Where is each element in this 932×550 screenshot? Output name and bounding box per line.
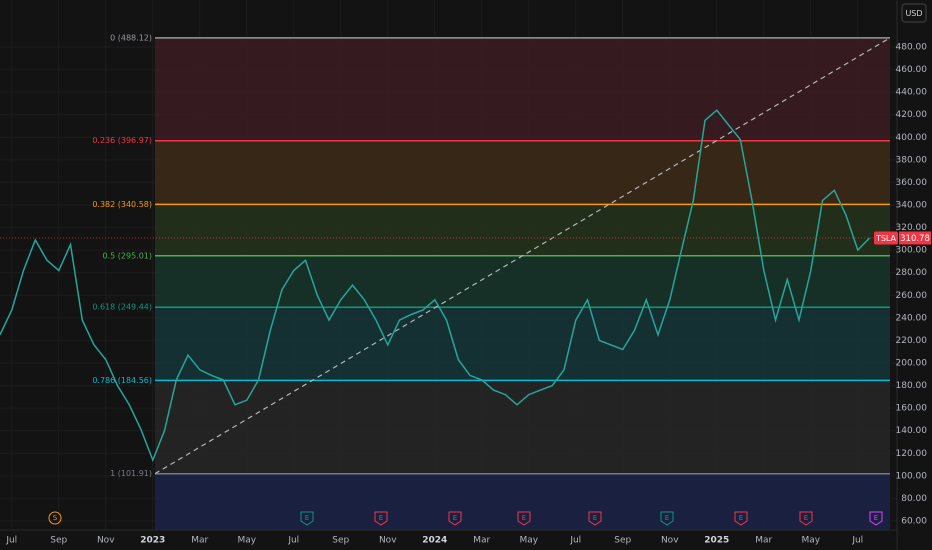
event-marker (300, 511, 314, 526)
y-tick-label: 80.00 (901, 494, 927, 504)
y-tick-label: 240.00 (896, 313, 928, 323)
y-tick-label: 320.00 (896, 223, 928, 233)
x-tick-label: Nov (97, 536, 115, 546)
event-label: E (874, 514, 878, 522)
fib-level-label: 1 (101.91) (110, 469, 152, 478)
x-tick-label: Jul (569, 536, 581, 546)
event-label: E (739, 514, 743, 522)
event-marker (799, 511, 813, 526)
y-tick-label: 120.00 (896, 449, 928, 459)
event-label: E (453, 514, 457, 522)
fib-level-label: 0.786 (184.56) (92, 376, 152, 385)
fib-level-label: 0.236 (396.97) (92, 136, 152, 145)
event-label: S (53, 514, 58, 522)
event-label: E (593, 514, 597, 522)
y-tick-label: 60.00 (901, 517, 927, 527)
x-tick-label: Mar (755, 536, 772, 546)
x-tick-label: 2023 (140, 536, 165, 546)
y-tick-label: 260.00 (896, 291, 928, 301)
x-tick-label: Jul (851, 536, 863, 546)
x-tick-label: Sep (614, 536, 631, 546)
event-label: E (665, 514, 669, 522)
fib-band (155, 204, 890, 256)
x-tick-label: Jul (287, 536, 299, 546)
y-tick-label: 140.00 (896, 426, 928, 436)
ticker-label: TSLA (875, 234, 897, 243)
event-marker (374, 511, 388, 526)
x-tick-label: May (801, 536, 820, 546)
event-marker (448, 511, 462, 526)
fib-level-label: 0.382 (340.58) (92, 200, 152, 209)
last-price-tag (899, 231, 931, 245)
price-line (0, 109, 871, 463)
fib-band (155, 380, 890, 474)
event-marker (588, 511, 602, 526)
fib-band (155, 307, 890, 381)
y-tick-label: 300.00 (896, 246, 928, 256)
y-tick-label: 220.00 (896, 336, 928, 346)
y-tick-label: 400.00 (896, 133, 928, 143)
event-label: E (305, 514, 309, 522)
x-tick-label: 2024 (422, 536, 447, 546)
y-tick-label: 440.00 (896, 88, 928, 98)
event-label: E (522, 514, 526, 522)
x-tick-label: Nov (661, 536, 679, 546)
event-marker (660, 511, 674, 526)
y-tick-label: 360.00 (896, 178, 928, 188)
y-tick-label: 200.00 (896, 359, 928, 369)
currency-label[interactable]: USD (905, 9, 922, 18)
fibonacci: 0 (488.12) 0.236 (396.97) 0.382 (340.58) 0.… (92, 33, 891, 530)
x-tick-label: Sep (50, 536, 67, 546)
x-tick-label: Jul (5, 536, 17, 546)
event-marker (517, 511, 531, 526)
axes: 60.00 80.00 100.00 120.00 140.00 160.00 180.00… (5, 43, 931, 546)
currency-button[interactable] (901, 3, 927, 23)
fib-band (155, 473, 890, 530)
x-tick-label: Mar (191, 536, 208, 546)
x-tick-label: May (237, 536, 256, 546)
event-marker (734, 511, 748, 526)
fib-trend-line (154, 37, 891, 475)
y-tick-label: 380.00 (896, 155, 928, 165)
event-label: E (804, 514, 808, 522)
x-tick-label: 2025 (704, 536, 729, 546)
event-marker (869, 511, 883, 526)
y-tick-label: 160.00 (896, 404, 928, 414)
fib-level-label: 0.618 (249.44) (92, 303, 152, 312)
x-tick-label: Nov (379, 536, 397, 546)
fib-band (155, 37, 890, 141)
event-marker (48, 511, 62, 525)
y-tick-label: 480.00 (896, 43, 928, 53)
last-price-label: 310.78 (900, 234, 930, 244)
x-tick-label: May (519, 536, 538, 546)
y-tick-label: 100.00 (896, 471, 928, 481)
x-tick-label: Sep (332, 536, 349, 546)
y-tick-label: 460.00 (896, 65, 928, 75)
fib-level-label: 0 (488.12) (110, 33, 152, 42)
ticker-tag (874, 231, 898, 245)
y-tick-label: 340.00 (896, 201, 928, 211)
y-tick-label: 420.00 (896, 110, 928, 120)
fib-level-label: 0.5 (295.01) (103, 251, 153, 260)
fib-band (155, 140, 890, 205)
x-tick-label: Mar (473, 536, 490, 546)
y-tick-label: 180.00 (896, 381, 928, 391)
fib-band (155, 255, 890, 308)
price (0, 109, 897, 463)
y-tick-label: 280.00 (896, 268, 928, 278)
event-label: E (379, 514, 383, 522)
